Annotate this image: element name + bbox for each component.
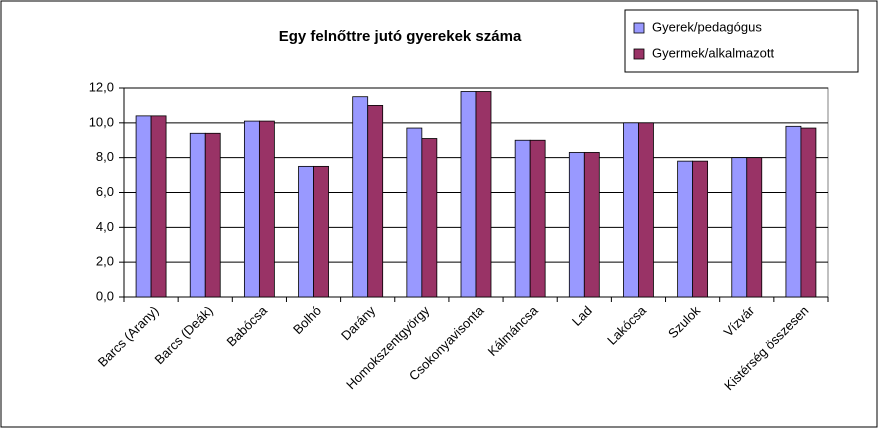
bar: [313, 165, 329, 298]
chart-title: Egy felnőttre jutó gyerekek száma: [279, 28, 522, 45]
y-tick-label: 4,0: [96, 219, 114, 234]
y-tick-label: 12,0: [89, 79, 114, 94]
bar: [638, 122, 654, 298]
bar: [367, 105, 384, 298]
bar: [189, 132, 206, 298]
bar: [421, 138, 438, 298]
bar: [258, 120, 275, 298]
bar: [298, 165, 314, 298]
bar: [785, 125, 802, 298]
y-tick-label: 0,0: [96, 288, 114, 303]
legend-swatch: [633, 48, 645, 60]
bar: [514, 139, 531, 298]
bar: [692, 160, 709, 298]
bar: [583, 152, 600, 298]
bar: [135, 115, 152, 298]
legend-swatch: [633, 22, 645, 34]
y-tick-label: 8,0: [96, 149, 114, 164]
bar: [529, 139, 546, 298]
y-tick-label: 10,0: [89, 114, 114, 129]
bar: [677, 160, 694, 298]
bar: [475, 91, 492, 298]
y-tick-label: 2,0: [96, 254, 114, 269]
bar: [204, 132, 221, 298]
legend-label: Gyermek/alkalmazott: [652, 45, 774, 60]
bar: [150, 115, 167, 298]
bar: [568, 152, 585, 298]
bar: [243, 120, 260, 298]
bar: [731, 157, 748, 298]
bar: [406, 127, 423, 298]
bar: [460, 91, 477, 298]
bar: [800, 127, 817, 298]
legend-label: Gyerek/pedagógus: [652, 19, 762, 34]
y-tick-label: 6,0: [96, 184, 114, 199]
legend-box: [624, 9, 859, 73]
bar: [352, 96, 369, 298]
bar: [623, 122, 639, 298]
bar: [746, 157, 763, 298]
